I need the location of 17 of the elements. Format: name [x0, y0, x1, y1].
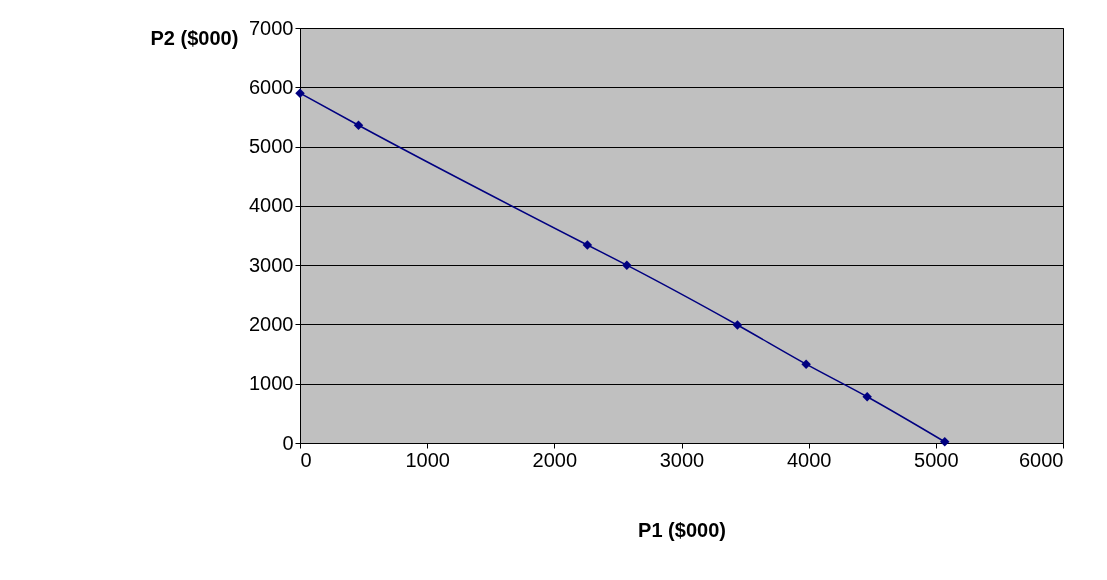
x-tick-label: 4000 [786, 448, 832, 471]
y-tick-label: 0 [282, 431, 294, 454]
y-tick-label: 4000 [249, 194, 294, 217]
y-tick-label: 3000 [249, 253, 294, 276]
x-tick-label: 5000 [914, 448, 959, 471]
x-tick-label: 0 [300, 448, 312, 471]
y-tick-label: 1000 [249, 372, 294, 395]
y-tick-label: 5000 [249, 135, 294, 158]
y-tick-label: 2000 [249, 312, 294, 335]
y-tick-label: 7000 [249, 16, 294, 39]
y-axis-title: P2 ($000) [150, 26, 239, 49]
x-tick-label: 1000 [405, 448, 450, 471]
y-tick-label: 6000 [249, 75, 294, 98]
x-axis-title: P1 ($000) [638, 518, 726, 541]
x-tick-label: 2000 [532, 448, 578, 471]
x-tick-label: 6000 [1019, 448, 1064, 471]
x-tick-label: 3000 [659, 448, 705, 471]
